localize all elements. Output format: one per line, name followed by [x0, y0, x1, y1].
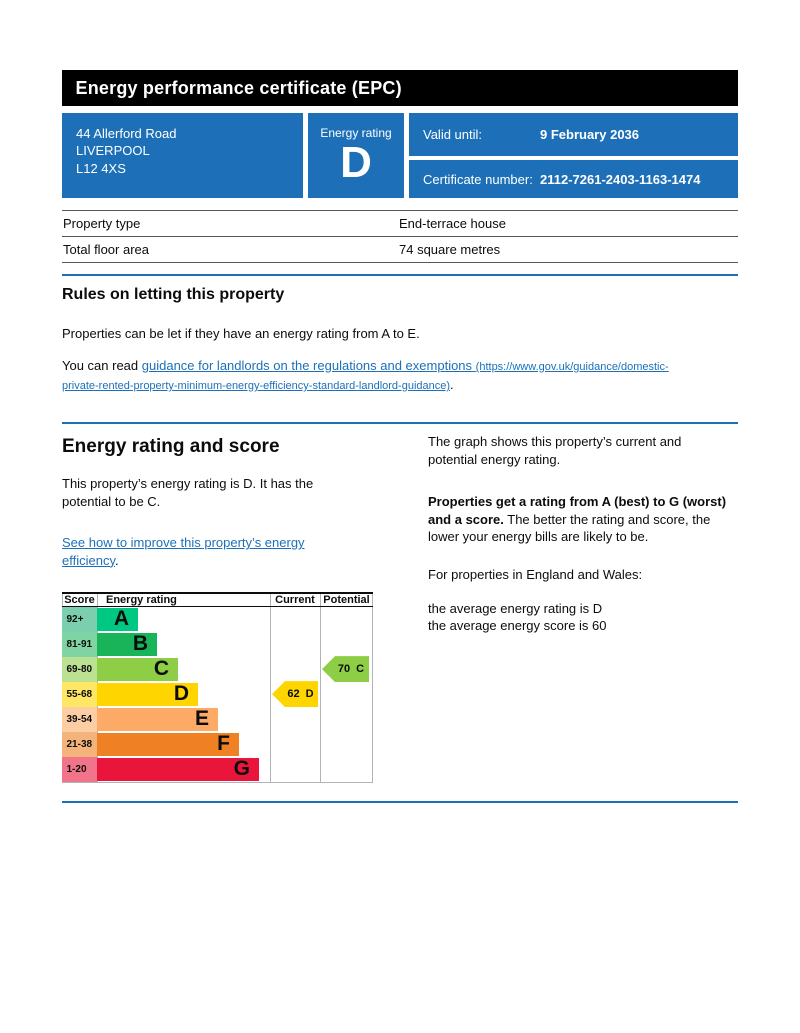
graph-col-header-score: Score [64, 594, 95, 607]
score-range-d: 55-68 [62, 681, 97, 707]
band-bar-g: G [97, 757, 259, 781]
valid-until-value: 9 February 2036 [540, 127, 640, 142]
score-range-c: 69-80 [62, 656, 97, 682]
band-bar-e: E [97, 707, 218, 731]
property-address: 44 Allerford Road LIVERPOOL L12 4XS [62, 113, 303, 198]
energy-rating-paragraph: This property’s energy rating is D. It h… [62, 476, 314, 509]
page-title: Energy performance certificate (EPC) [62, 70, 738, 106]
band-bar-f: F [97, 732, 239, 756]
current-score: 62 [287, 688, 300, 701]
energy-rating-value: D [340, 137, 372, 187]
graph-col-header-potential: Potential [323, 594, 370, 607]
band-bar-b: B [97, 632, 157, 656]
rating-explainer-paragraph: Properties get a rating from A (best) to… [428, 493, 730, 545]
certificate-number-label: Certificate number: [423, 171, 533, 187]
address-line-1: 44 Allerford Road [76, 126, 177, 141]
band-bar-c: C [97, 657, 178, 681]
property-type-value: End-terrace house [399, 216, 506, 231]
total-floor-area-label: Total floor area [63, 242, 149, 257]
current-band: D [305, 688, 314, 701]
average-score-line: the average energy score is 60 [428, 618, 607, 634]
guidance-suffix: . [450, 377, 454, 393]
landlord-guidance-link-url: (https://www.gov.uk/guidance/domestic-pr… [62, 360, 669, 393]
graph-explanation-column: The graph shows this property’s current … [428, 424, 730, 783]
graph-col-header-current: Current [275, 594, 315, 607]
section-divider-1 [62, 274, 738, 276]
section-divider-2 [62, 421, 738, 424]
potential-score: 70 [337, 663, 351, 676]
band-bar-a: A [97, 607, 138, 631]
address-line-2: LIVERPOOL [76, 143, 150, 159]
graph-border-top [62, 591, 373, 594]
rating-explainer-bold: Properties get a rating from A (best) to… [428, 494, 727, 527]
table-row-property-type: Property type End-terrace house [62, 210, 738, 236]
improve-suffix: . [115, 552, 119, 568]
rules-paragraph: Properties can be let if they have an en… [62, 325, 420, 341]
property-facts-table: Property type End-terrace house Total fl… [62, 210, 738, 263]
score-range-a: 92+ [62, 606, 97, 632]
certificate-number-box: Certificate number: 2112-7261-2403-1163-… [409, 160, 738, 198]
score-range-g: 1-20 [62, 756, 97, 782]
score-range-b: 81-91 [62, 631, 97, 657]
score-range-e: 39-54 [62, 706, 97, 732]
potential-rating-marker: 70 C [322, 656, 369, 683]
energy-rating-label: Energy rating [320, 126, 392, 140]
score-range-f: 21-38 [62, 731, 97, 757]
energy-rating-column: Energy rating and score This property’s … [62, 424, 373, 783]
energy-section-heading: Energy rating and score [62, 435, 280, 457]
summary-banner: 44 Allerford Road LIVERPOOL L12 4XS Ener… [62, 113, 738, 198]
improve-efficiency-link[interactable]: See how to improve this property’s energ… [62, 535, 305, 568]
graph-divider-current [270, 591, 271, 783]
two-column-layout: Energy rating and score This property’s … [62, 424, 738, 783]
improve-paragraph: See how to improve this property’s energ… [62, 534, 354, 569]
address-line-3: L12 4XS [76, 160, 126, 176]
rules-section-heading: Rules on letting this property [62, 286, 285, 303]
guidance-paragraph: You can read guidance for landlords on t… [62, 357, 692, 396]
property-type-label: Property type [63, 216, 141, 231]
current-rating-marker: 62 D [272, 681, 318, 708]
graph-border-right [372, 591, 373, 783]
graph-border-bottom [62, 781, 373, 783]
valid-until-label: Valid until: [423, 127, 483, 142]
epc-rating-graph: Score Energy rating Current Potential 92… [62, 591, 373, 783]
band-bar-d: D [97, 682, 198, 706]
averages-paragraph: the average energy rating is D the avera… [428, 600, 730, 635]
guidance-prefix: You can read [62, 357, 142, 373]
graph-col-header-energy-rating: Energy rating [106, 594, 177, 607]
england-wales-paragraph: For properties in England and Wales: [428, 567, 643, 583]
landlord-guidance-link[interactable]: guidance for landlords on the regulation… [62, 358, 669, 392]
energy-rating-box: Energy rating D [308, 113, 404, 198]
valid-until-box: Valid until: 9 February 2036 [409, 113, 738, 156]
section-divider-3 [62, 801, 738, 803]
graph-divider-potential [320, 591, 321, 783]
certificate-page: Energy performance certificate (EPC) 44 … [62, 0, 738, 783]
rating-explainer-rest: The better the rating and score, the low… [428, 511, 711, 545]
graph-intro-paragraph: The graph shows this property’s current … [428, 434, 682, 467]
certificate-number-value: 2112-7261-2403-1163-1474 [540, 171, 701, 187]
validity-boxes: Valid until: 9 February 2036 Certificate… [409, 113, 738, 198]
table-row-total-floor-area: Total floor area 74 square metres [62, 236, 738, 262]
potential-band: C [356, 663, 365, 676]
graph-header-underline [62, 605, 373, 607]
landlord-guidance-link-text: guidance for landlords on the regulation… [141, 357, 473, 373]
average-rating-line: the average energy rating is D [428, 601, 603, 617]
total-floor-area-value: 74 square metres [399, 242, 501, 257]
